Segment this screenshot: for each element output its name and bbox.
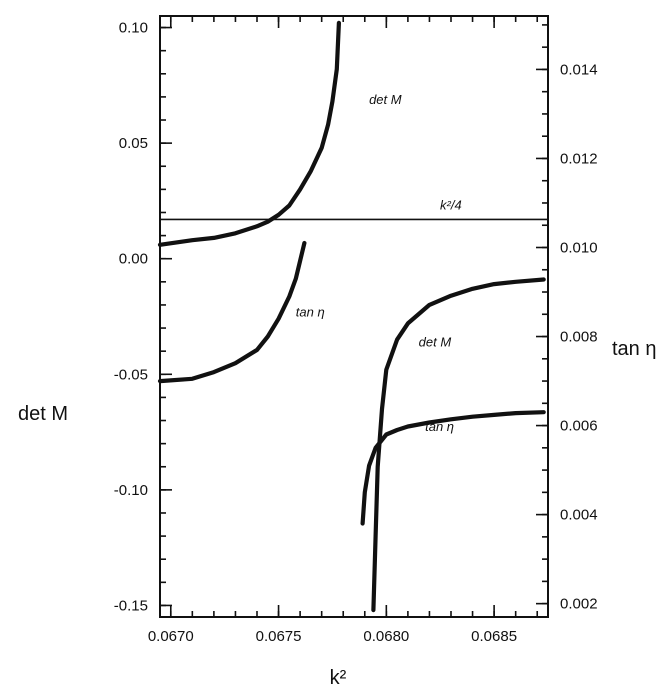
y-right-tick-label: 0.010 [560,239,598,256]
curve-annotation: tan η [425,419,454,434]
series-tan_eta_right [360,410,546,526]
x-tick-label: 0.0680 [363,628,409,645]
y-left-tick-label: -0.10 [114,482,148,499]
series-det_m_left [157,20,341,247]
y-right-tick-label: 0.002 [560,596,598,613]
tick-labels-group: 0.0670 0.0675 0.0680 0.0685 0.10 0.05 0.00 -0.0… [114,20,598,645]
x-tick-label: 0.0685 [471,628,517,645]
y-right-tick-label: 0.014 [560,61,598,78]
y-axis-left-label: det M [18,403,68,425]
x-tick-label: 0.0675 [256,628,302,645]
x-axis-label: k² [330,667,347,689]
curve-annotation: tan η [296,305,325,320]
y-left-tick-label: -0.05 [114,366,148,383]
y-axis-right-label: tan η [612,338,656,360]
series-det_m_right [371,277,546,613]
y-left-tick-label: 0.10 [119,20,148,37]
curve-annotation: det M [369,92,402,107]
y-left-tick-label: 0.00 [119,251,148,268]
x-tick-label: 0.0670 [148,628,194,645]
y-right-tick-label: 0.012 [560,150,598,167]
plot-frame [159,15,549,618]
annotations-group: k²/4 det M tan η det M tan η [296,92,462,434]
y-right-tick-label: 0.006 [560,418,598,435]
y-left-tick-label: -0.15 [114,597,148,614]
curve-annotation: det M [419,335,452,350]
y-right-tick-label: 0.008 [560,329,598,346]
y-right-tick-label: 0.004 [560,507,598,524]
y-left-tick-label: 0.05 [119,135,148,152]
series-tan_eta_left [157,240,307,384]
hline-label: k²/4 [440,197,462,212]
series-group [157,20,548,613]
ticks-group [160,16,548,617]
